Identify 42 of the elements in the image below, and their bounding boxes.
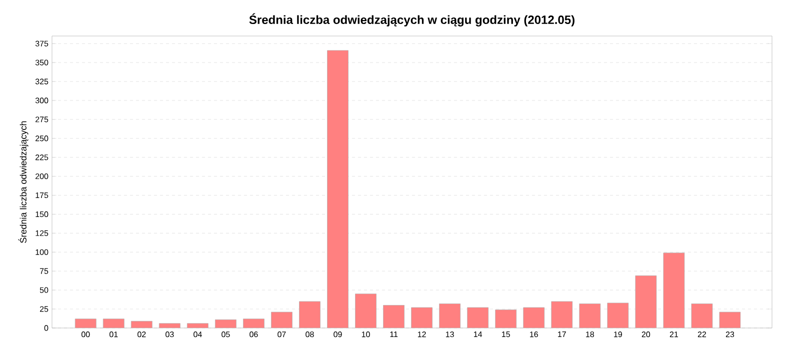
y-tick-label: 25 — [40, 306, 48, 312]
y-tick-label: 175 — [36, 192, 48, 198]
chart-title: Średnia liczba odwiedzających w ciągu godziny (2012.05) — [249, 13, 574, 26]
y-tick-label: 325 — [35, 78, 48, 84]
x-tick-label: 11 — [390, 332, 398, 338]
y-tick-label: 225 — [36, 154, 48, 160]
y-tick-label: 0 — [44, 325, 48, 331]
y-tick-label: 200 — [36, 173, 48, 180]
x-tick-label: 01 — [110, 332, 118, 338]
x-tick-label: 08 — [306, 332, 314, 338]
x-tick-label: 18 — [586, 332, 594, 338]
x-tick-label: 16 — [530, 332, 538, 338]
x-tick-label: 03 — [166, 332, 174, 338]
x-tick-label: 19 — [614, 332, 622, 338]
x-tick-label: 14 — [474, 332, 482, 338]
y-tick-label: 375 — [35, 40, 48, 46]
x-tick-label: 02 — [138, 332, 146, 338]
y-tick-label: 50 — [40, 287, 48, 293]
x-tick-label: 12 — [418, 332, 426, 338]
x-tick-label: 22 — [698, 332, 706, 338]
x-tick-label: 10 — [362, 332, 370, 338]
y-tick-label: 350 — [35, 60, 48, 66]
y-tick-label: 275 — [36, 116, 48, 122]
x-tick-label: 20 — [642, 332, 650, 338]
y-tick-label: 300 — [35, 98, 48, 104]
x-tick-label: 23 — [726, 332, 734, 338]
x-tick-label: 13 — [446, 332, 454, 338]
y-tick-label: 150 — [36, 211, 48, 218]
y-tick-label: 125 — [36, 230, 48, 236]
x-tick-label: 05 — [222, 332, 230, 338]
x-tick-label: 09 — [334, 332, 342, 338]
x-tick-label: 15 — [502, 332, 510, 338]
x-tick-label: 21 — [670, 332, 678, 338]
x-tick-label: 06 — [250, 332, 258, 338]
x-tick-label: 17 — [558, 332, 566, 338]
y-tick-label: 250 — [36, 136, 48, 142]
x-tick-label: 04 — [194, 332, 202, 338]
y-tick-label: 75 — [40, 268, 48, 274]
y-axis-title: Średnia liczba odwiedzających — [18, 121, 28, 243]
x-tick-label: 07 — [278, 332, 286, 338]
y-tick-label: 100 — [36, 249, 48, 255]
x-tick-label: 00 — [81, 332, 90, 338]
